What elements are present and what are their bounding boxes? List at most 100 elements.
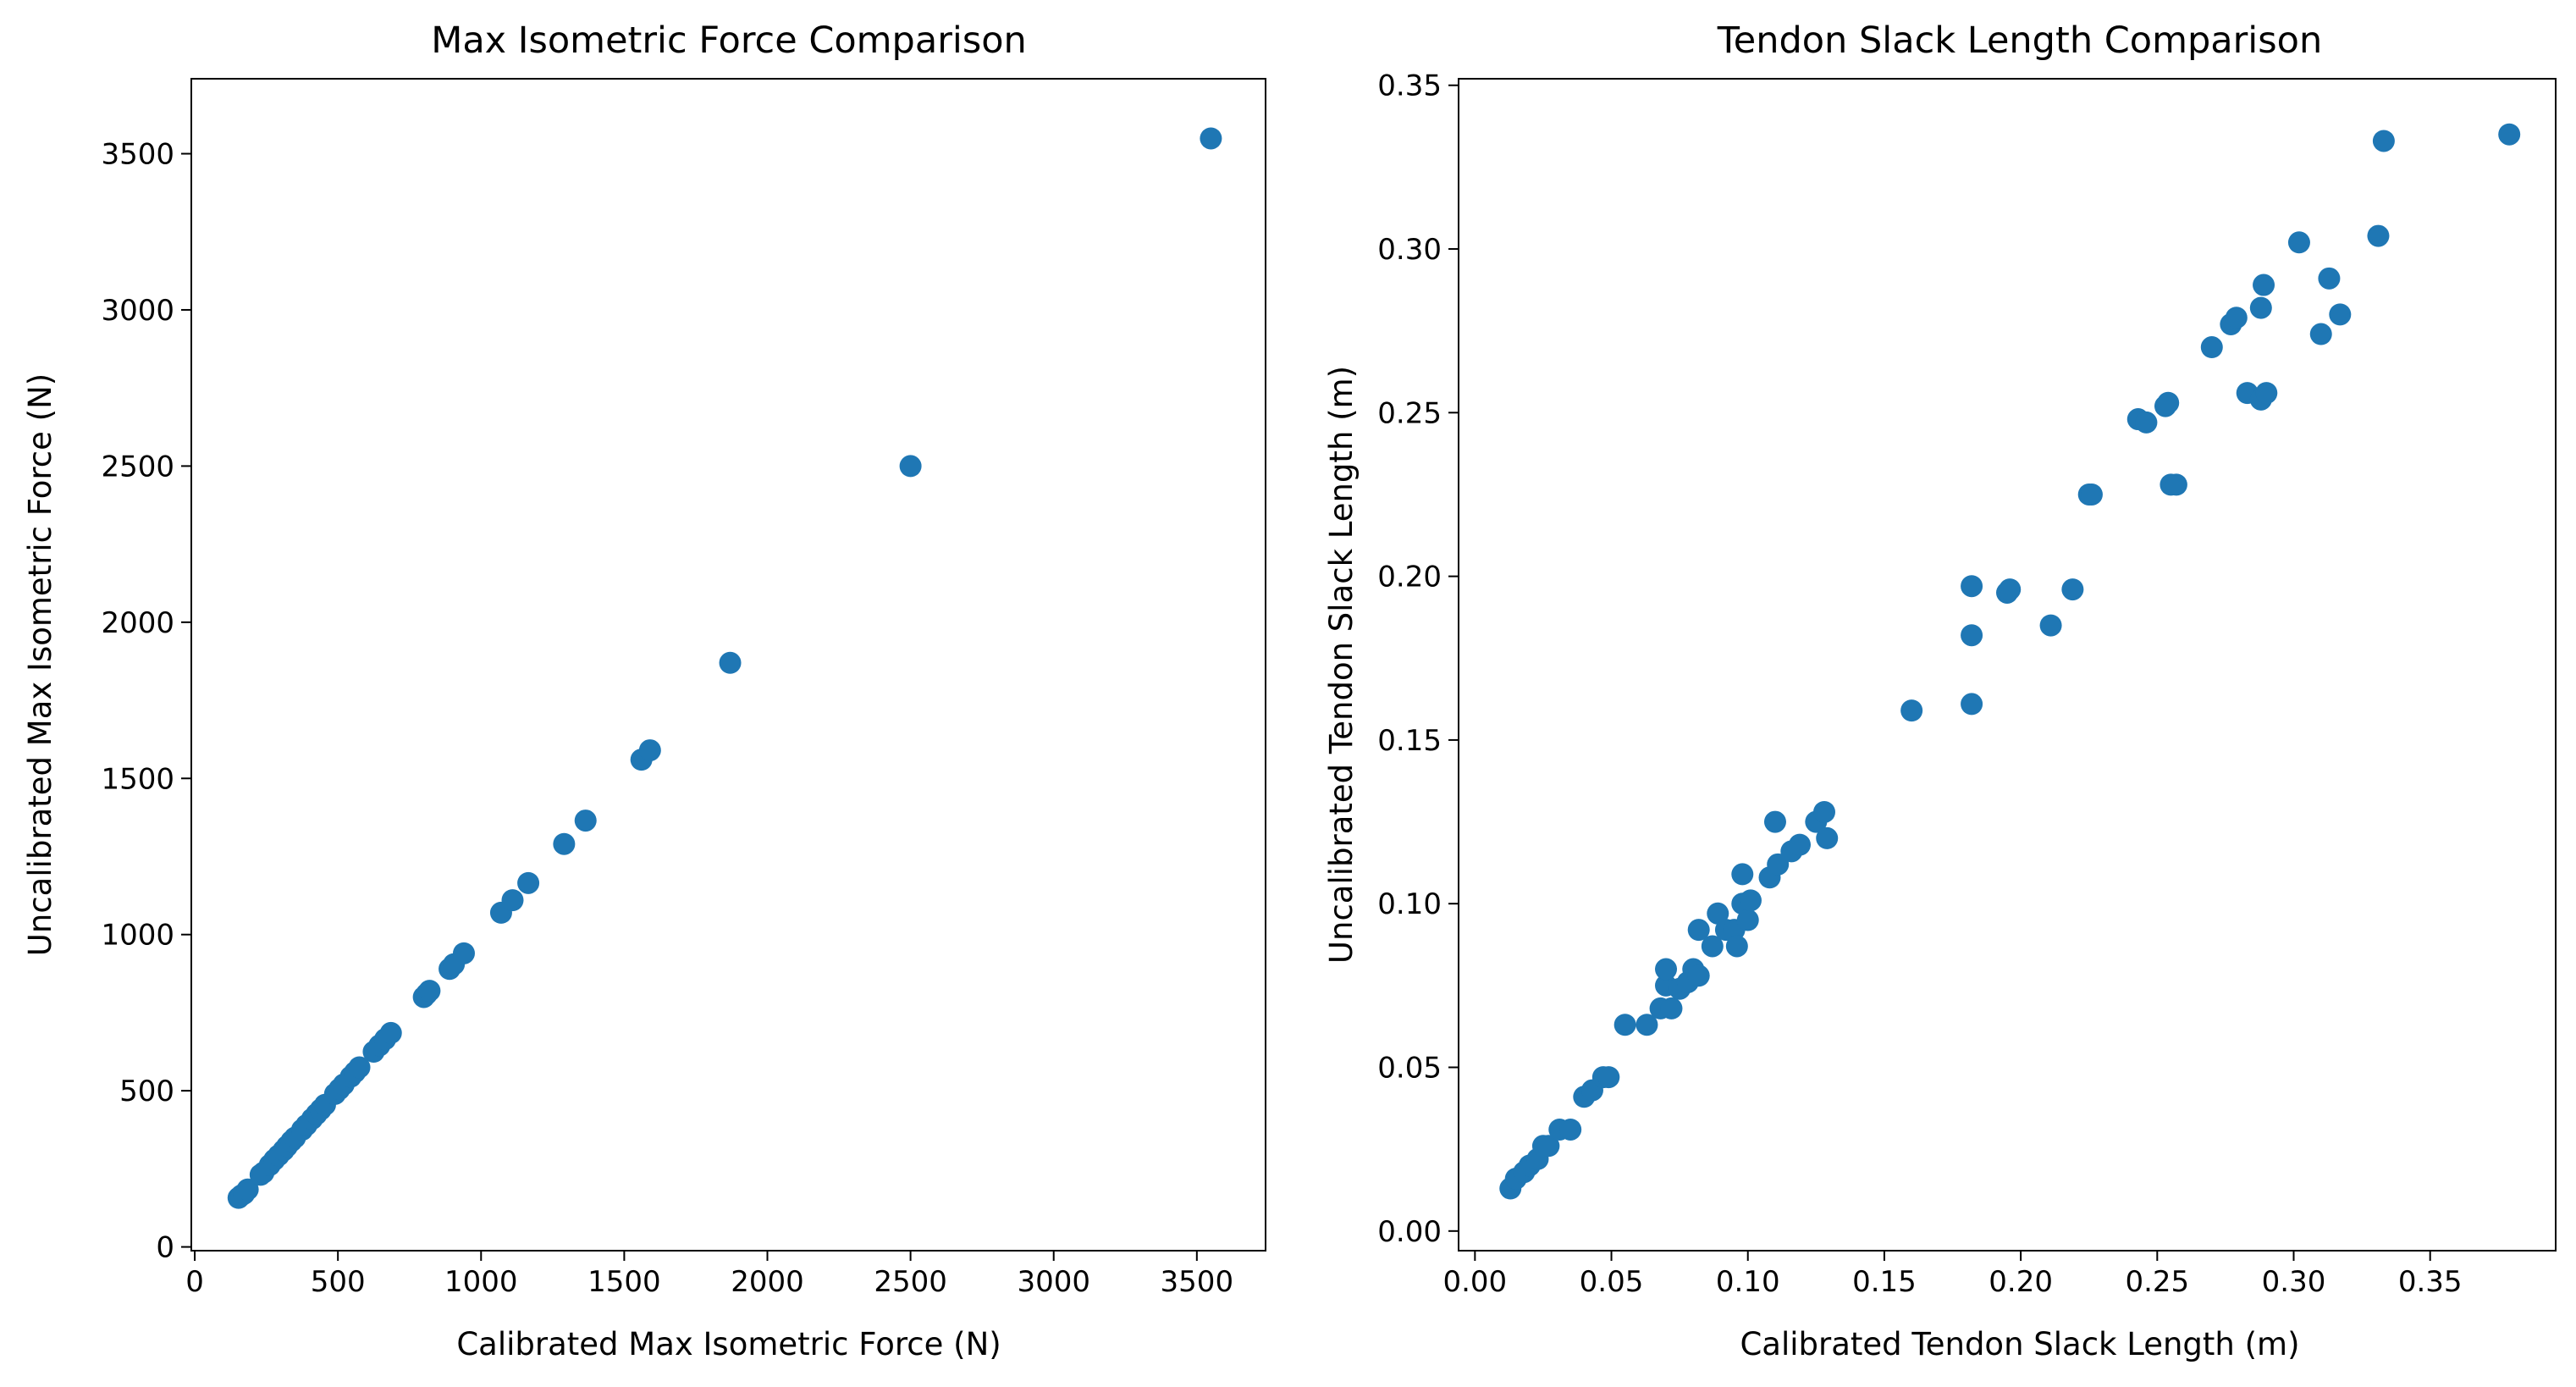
- x-tick-label: 0.15: [1852, 1265, 1917, 1299]
- x-tick-label: 3500: [1161, 1265, 1234, 1299]
- y-tick-label: 0.10: [1377, 887, 1442, 921]
- y-axis-ticks: 0.00 0.05 0.10 0.15 0.20 0.25 0.30 0.35: [1377, 69, 1459, 1249]
- y-tick-label: 1000: [101, 919, 174, 953]
- x-tick-label: 3000: [1017, 1265, 1090, 1299]
- data-point: [517, 871, 540, 894]
- x-tick-label: 0.35: [2398, 1265, 2463, 1299]
- data-point: [1537, 1135, 1560, 1158]
- x-axis-label: Calibrated Max Isometric Force (N): [456, 1326, 1001, 1362]
- y-axis-label: Uncalibrated Max Isometric Force (N): [22, 373, 58, 956]
- data-point: [2309, 323, 2332, 345]
- data-point: [2200, 336, 2223, 359]
- data-point: [1636, 1014, 1658, 1036]
- data-point: [418, 980, 441, 1003]
- data-point: [1613, 1014, 1636, 1036]
- y-tick-label: 0.00: [1377, 1215, 1442, 1249]
- x-tick-label: 500: [311, 1265, 366, 1299]
- data-point: [1597, 1066, 1620, 1089]
- data-point: [1763, 810, 1786, 833]
- data-points: [1499, 123, 2521, 1200]
- x-tick-label: 0.25: [2125, 1265, 2189, 1299]
- data-point: [899, 455, 922, 478]
- y-tick-label: 3000: [101, 294, 174, 328]
- data-point: [2253, 274, 2275, 296]
- data-point: [2135, 411, 2158, 434]
- x-tick-label: 2000: [731, 1265, 804, 1299]
- y-tick-label: 0.20: [1377, 561, 1442, 594]
- x-tick-label: 1000: [444, 1265, 518, 1299]
- y-axis-ticks: 0 500 1000 1500 2000 2500 3000 3500: [101, 138, 191, 1265]
- data-point: [2249, 296, 2272, 319]
- data-point: [2039, 614, 2062, 637]
- x-tick-label: 0.30: [2262, 1265, 2326, 1299]
- plot-area-frame: [1458, 78, 2557, 1252]
- data-points: [227, 127, 1222, 1209]
- data-point: [1816, 826, 1839, 849]
- x-tick-label: 1500: [587, 1265, 661, 1299]
- x-axis-ticks: 0.00 0.05 0.10 0.15 0.20 0.25 0.30 0.35: [1442, 1251, 2463, 1299]
- data-point: [236, 1178, 259, 1201]
- data-point: [2165, 473, 2187, 496]
- y-tick-label: 0.35: [1377, 69, 1442, 103]
- y-tick-label: 0.05: [1377, 1052, 1442, 1086]
- data-point: [553, 832, 576, 855]
- data-point: [2367, 224, 2390, 247]
- data-point: [1655, 958, 1678, 981]
- data-point: [2329, 303, 2352, 326]
- data-point: [452, 942, 475, 964]
- data-point: [1788, 833, 1811, 856]
- data-point: [2318, 267, 2341, 290]
- y-tick-label: 3500: [101, 138, 174, 172]
- data-point: [1687, 919, 1710, 942]
- data-point: [2287, 231, 2310, 254]
- data-point: [1687, 964, 1710, 987]
- data-point: [1731, 863, 1754, 886]
- x-tick-label: 0.10: [1716, 1265, 1780, 1299]
- data-point: [1200, 127, 1222, 150]
- y-tick-label: 2500: [101, 450, 174, 484]
- force-comparison-chart: Max Isometric Force Comparison 0 500 1000 1…: [22, 19, 1266, 1362]
- data-point: [1900, 699, 1923, 722]
- data-point: [1813, 800, 1835, 823]
- x-tick-label: 0.20: [1989, 1265, 2053, 1299]
- data-point: [1559, 1118, 1582, 1141]
- data-point: [1739, 889, 1762, 912]
- x-tick-label: 0.05: [1580, 1265, 1644, 1299]
- data-point: [719, 651, 742, 674]
- data-point: [379, 1021, 402, 1044]
- y-tick-label: 2000: [101, 606, 174, 640]
- data-point: [2061, 578, 2084, 601]
- x-axis-ticks: 0 500 1000 1500 2000 2500 3000 3500: [185, 1251, 1233, 1299]
- x-tick-label: 0: [185, 1265, 204, 1299]
- chart-title: Max Isometric Force Comparison: [431, 19, 1027, 62]
- y-tick-label: 0: [156, 1231, 174, 1265]
- y-tick-label: 500: [119, 1075, 174, 1108]
- data-point: [2080, 483, 2103, 506]
- tendon-slack-comparison-chart: Tendon Slack Length Comparison 0.00 0.05 0…: [1323, 19, 2557, 1362]
- data-point: [2225, 307, 2248, 329]
- y-axis-label: Uncalibrated Tendon Slack Length (m): [1323, 366, 1360, 964]
- x-axis-label: Calibrated Tendon Slack Length (m): [1740, 1326, 2299, 1362]
- data-point: [1961, 624, 1983, 647]
- data-point: [348, 1056, 371, 1079]
- data-point: [501, 889, 524, 912]
- y-tick-label: 0.30: [1377, 233, 1442, 267]
- x-tick-label: 0.00: [1442, 1265, 1507, 1299]
- data-point: [1736, 909, 1759, 931]
- data-point: [1701, 935, 1724, 958]
- y-tick-label: 0.15: [1377, 724, 1442, 758]
- data-point: [574, 810, 597, 832]
- x-tick-label: 2500: [874, 1265, 947, 1299]
- data-point: [1961, 693, 1983, 716]
- data-point: [2157, 391, 2180, 414]
- data-point: [1725, 935, 1748, 958]
- data-point: [1767, 853, 1790, 876]
- y-tick-label: 0.25: [1377, 396, 1442, 430]
- plot-area-frame: [190, 78, 1266, 1252]
- data-point: [1707, 902, 1729, 925]
- data-point: [2372, 130, 2395, 152]
- chart-title: Tendon Slack Length Comparison: [1717, 19, 2322, 62]
- data-point: [1660, 997, 1683, 1020]
